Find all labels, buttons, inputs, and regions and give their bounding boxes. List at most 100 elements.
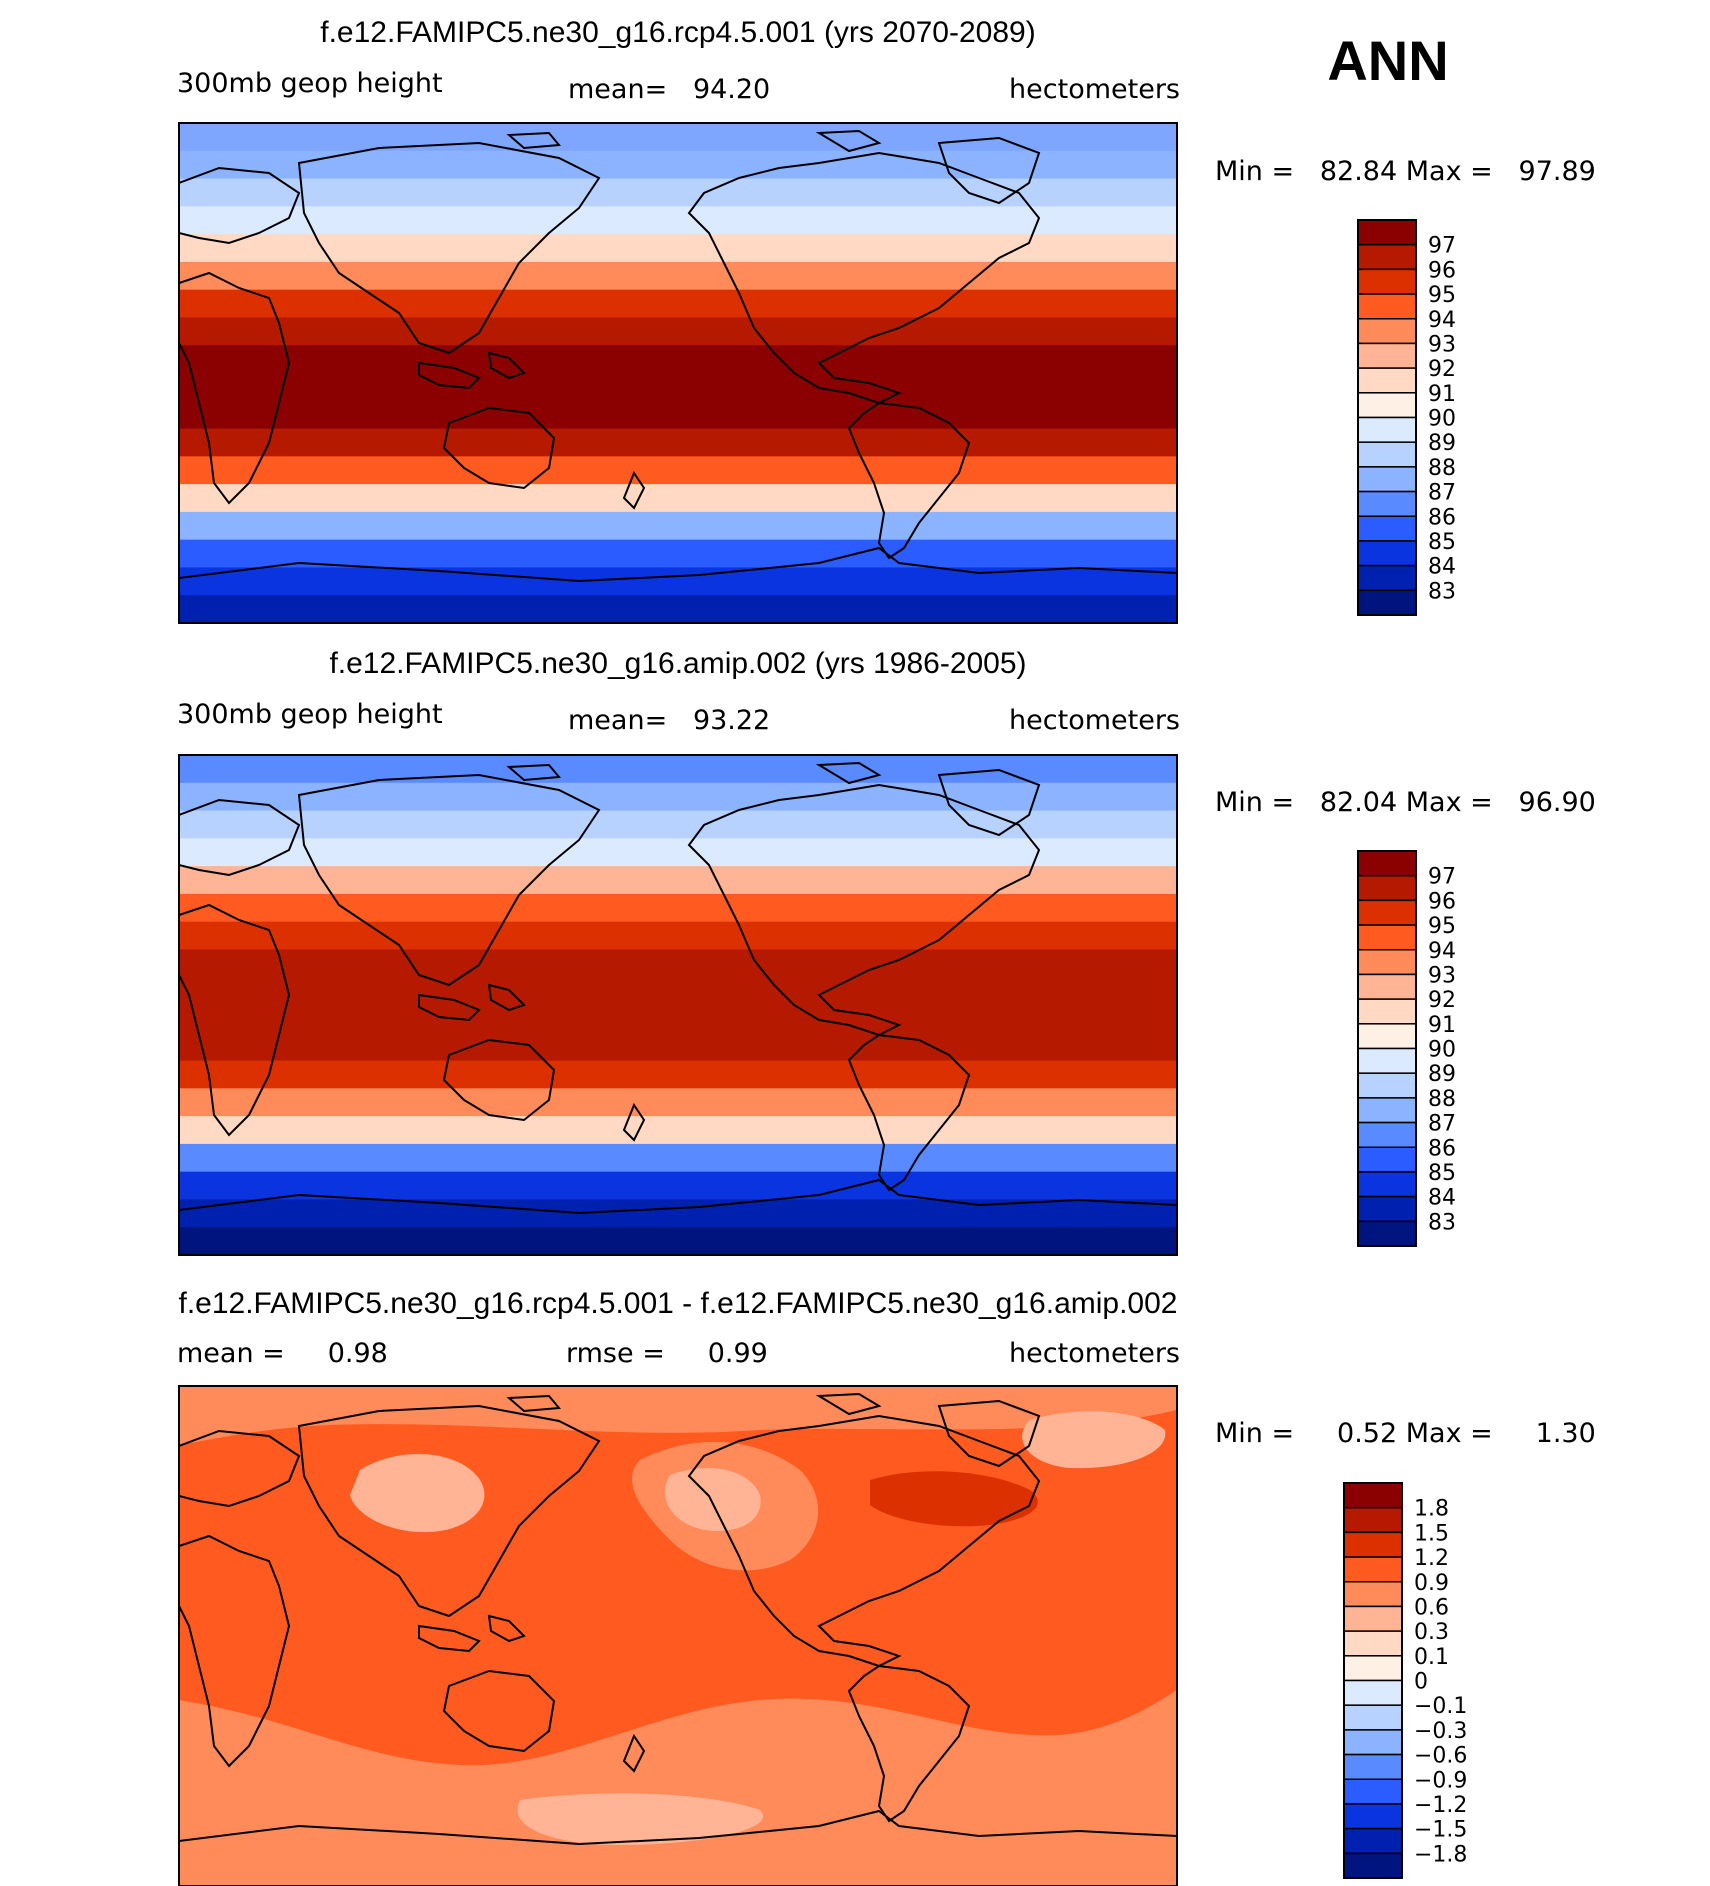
- panel-3: f.e12.FAMIPC5.ne30_g16.rcp4.5.001 - f.e1…: [177, 1287, 1596, 1886]
- map-lat-band: [179, 261, 1177, 291]
- map-lat-band: [179, 428, 1177, 457]
- map-lat-band: [179, 345, 1177, 374]
- colorbar-tick-label: −1.5: [1414, 1818, 1467, 1843]
- colorbar-tick-label: 94: [1428, 939, 1456, 964]
- colorbar-swatch: [1357, 367, 1417, 394]
- colorbar-swatch: [1343, 1679, 1403, 1706]
- colorbar-swatch: [1357, 1146, 1417, 1173]
- colorbar-tick-label: 0.6: [1414, 1595, 1449, 1620]
- colorbar-tick-label: 85: [1428, 1161, 1456, 1186]
- map-lat-band: [179, 567, 1177, 596]
- panel-1-map-frame: [178, 122, 1178, 624]
- map-lat-band: [179, 1116, 1177, 1145]
- colorbar-tick-label: 92: [1428, 357, 1456, 382]
- colorbar-swatch: [1343, 1506, 1403, 1534]
- season-label: ANN: [1327, 29, 1448, 92]
- colorbar-swatch: [1357, 318, 1417, 345]
- colorbar-swatch: [1343, 1531, 1403, 1558]
- colorbar-tick-label: 87: [1428, 1112, 1456, 1137]
- colorbar-tick-label: 86: [1428, 505, 1456, 530]
- colorbar-swatch: [1357, 243, 1417, 271]
- colorbar-tick-label: 90: [1428, 1038, 1456, 1063]
- map-lat-band: [179, 921, 1177, 951]
- map-lat-band: [179, 1227, 1177, 1255]
- panel-3-left-label: mean = 0.98: [177, 1338, 388, 1369]
- map-lat-band: [179, 234, 1177, 263]
- colorbar-tick-label: 95: [1428, 914, 1456, 939]
- colorbar-tick-label: 93: [1428, 963, 1456, 988]
- map-lat-band: [179, 977, 1177, 1006]
- colorbar-swatch: [1343, 1605, 1403, 1632]
- map-lat-band: [179, 1088, 1177, 1117]
- colorbar-swatch: [1357, 874, 1417, 902]
- colorbar-swatch: [1357, 293, 1417, 320]
- map-lat-band: [179, 838, 1177, 867]
- map-lat-band: [179, 893, 1177, 923]
- colorbar-swatch: [1357, 1023, 1417, 1050]
- colorbar-tick-label: 83: [1428, 579, 1456, 604]
- colorbar-tick-label: 90: [1428, 407, 1456, 432]
- panel-1-left-label: 300mb geop height: [177, 68, 443, 99]
- colorbar-tick-label: 1.8: [1414, 1497, 1449, 1522]
- colorbar-swatch: [1357, 973, 1417, 1000]
- map-lat-band: [179, 511, 1177, 541]
- colorbar-tick-label: −1.8: [1414, 1842, 1467, 1867]
- colorbar-frame: [1343, 1482, 1403, 1879]
- map-lat-band: [179, 595, 1177, 623]
- colorbar-swatch: [1357, 219, 1417, 246]
- panel-2-map: [179, 755, 1177, 1255]
- colorbar-swatch: [1343, 1704, 1403, 1731]
- panel-2-title: f.e12.FAMIPC5.ne30_g16.amip.002 (yrs 198…: [329, 647, 1026, 680]
- colorbar-swatch: [1343, 1852, 1403, 1879]
- panel-2-map-frame: [178, 754, 1178, 1256]
- colorbar-swatch: [1357, 515, 1417, 542]
- colorbar-swatch: [1357, 998, 1417, 1025]
- colorbar-tick-label: 91: [1428, 1013, 1456, 1038]
- panel-1: f.e12.FAMIPC5.ne30_g16.rcp4.5.001 (yrs 2…: [177, 16, 1596, 624]
- panel-1-map-bands: [179, 123, 1177, 623]
- panel-2-center-label: mean= 93.22: [568, 705, 770, 736]
- map-lat-band: [179, 1005, 1177, 1034]
- panel-3-pale-region-asia: [350, 1453, 485, 1533]
- panel-3-right-label: hectometers: [1009, 1338, 1180, 1369]
- panel-3-light-region-south: [179, 1690, 1177, 1886]
- colorbar-swatch: [1357, 899, 1417, 926]
- panel-1-title: f.e12.FAMIPC5.ne30_g16.rcp4.5.001 (yrs 2…: [320, 16, 1035, 49]
- map-lat-band: [179, 289, 1177, 319]
- colorbar-tick-label: 96: [1428, 258, 1456, 283]
- colorbar-tick-label: 89: [1428, 1062, 1456, 1087]
- map-lat-band: [179, 1060, 1177, 1089]
- panel-1-right-label: hectometers: [1009, 74, 1180, 105]
- colorbar-swatch: [1357, 268, 1417, 295]
- colorbar-tick-label: 0.3: [1414, 1620, 1449, 1645]
- panel-2-left-label: 300mb geop height: [177, 699, 443, 730]
- colorbar-swatch: [1357, 1097, 1417, 1124]
- colorbar-tick-label: 97: [1428, 234, 1456, 259]
- map-lat-band: [179, 866, 1177, 895]
- colorbar-swatch: [1357, 490, 1417, 517]
- panel-2-right-label: hectometers: [1009, 705, 1180, 736]
- colorbar-swatch: [1343, 1729, 1403, 1756]
- colorbar-swatch: [1357, 589, 1417, 616]
- map-lat-band: [179, 539, 1177, 569]
- panel-3-minmax: Min = 0.52 Max = 1.30: [1215, 1418, 1596, 1449]
- colorbar-tick-label: 85: [1428, 530, 1456, 555]
- panel-1-center-label: mean= 94.20: [568, 74, 770, 105]
- map-lat-band: [179, 1143, 1177, 1173]
- colorbar-swatch: [1357, 850, 1417, 877]
- colorbar-tick-label: 0.1: [1414, 1645, 1449, 1670]
- colorbar-swatch: [1357, 1171, 1417, 1198]
- map-lat-band: [179, 456, 1177, 485]
- colorbar-swatch: [1357, 416, 1417, 443]
- colorbar-tick-label: 97: [1428, 865, 1456, 890]
- colorbar-swatch: [1357, 924, 1417, 951]
- colorbar-swatch: [1357, 342, 1417, 369]
- map-lat-band: [179, 400, 1177, 430]
- map-lat-band: [179, 1199, 1177, 1228]
- panel-3-light-region-north: [179, 1386, 1177, 1445]
- colorbar-swatch: [1357, 540, 1417, 567]
- colorbar-tick-label: 91: [1428, 382, 1456, 407]
- colorbar-swatch: [1357, 1220, 1417, 1247]
